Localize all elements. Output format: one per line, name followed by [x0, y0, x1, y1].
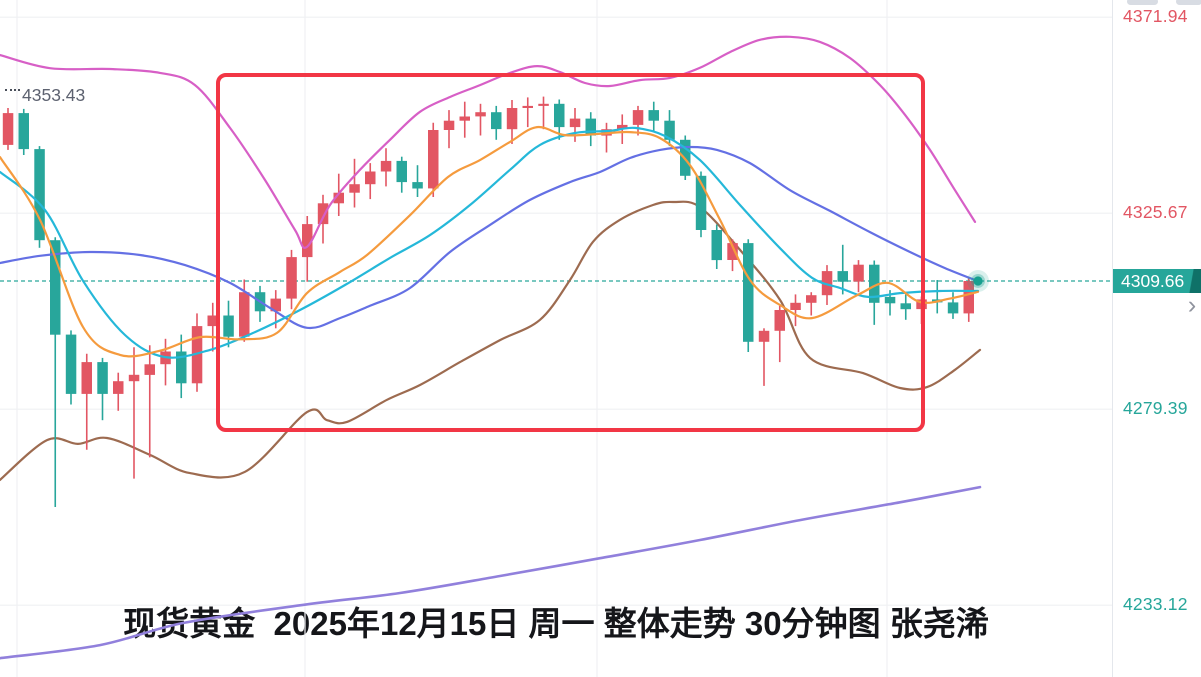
candle-body [491, 112, 502, 130]
axis-price-label: 4233.12 [1123, 594, 1188, 614]
candle-body [900, 303, 911, 310]
candle-body [365, 171, 376, 185]
candle-body [459, 116, 470, 121]
candle-body [428, 130, 439, 189]
candle-body [758, 330, 770, 342]
candle-body [963, 281, 974, 314]
ma-blue [0, 145, 979, 330]
candle-body [191, 326, 203, 384]
candle-body [947, 302, 959, 314]
candle-body [65, 334, 77, 394]
chart-caption: 现货黄金 2025年12月15日 周一 整体走势 30分钟图 张尧浠 [123, 605, 989, 642]
candle-body [286, 257, 297, 299]
candle-body [727, 243, 738, 260]
current-price-label: 4309.66 [1121, 271, 1185, 291]
ma-brown [0, 200, 982, 481]
candle-body [569, 118, 581, 128]
candle-body [333, 192, 344, 204]
session-high-label: 4353.43 [22, 85, 86, 105]
candle-body [223, 315, 234, 337]
candle-body [695, 175, 707, 230]
ma-magenta [0, 35, 977, 249]
candle-body [270, 298, 281, 312]
candle-body [443, 120, 455, 130]
candle-body [806, 295, 817, 303]
candle-body [144, 364, 155, 375]
candle-body [50, 240, 61, 335]
candle-body [743, 243, 754, 342]
current-price-badge: 4309.66 [1113, 269, 1201, 293]
candle-body [585, 118, 596, 136]
candle-body [239, 292, 250, 337]
candle-body [538, 103, 549, 106]
ma-purple-long [0, 485, 982, 660]
candle-body [632, 110, 644, 125]
candle-body [664, 120, 675, 140]
candle-body [554, 103, 565, 128]
candle-body [2, 113, 14, 145]
candle-body [380, 160, 392, 172]
candle-body [81, 362, 92, 394]
candle-body [774, 310, 785, 331]
candle-body [711, 230, 722, 261]
candle-body [617, 124, 628, 130]
candle-body [317, 203, 329, 225]
candle-body [884, 296, 896, 304]
candle-body [349, 184, 360, 193]
top-scrollbar-fragment-icon [1176, 0, 1201, 5]
candle-body [853, 264, 864, 282]
candle-body [790, 302, 801, 310]
axis-price-label: 4279.39 [1123, 398, 1188, 418]
axis-collapse-chevron[interactable]: › [1187, 291, 1197, 319]
annotation-rectangle[interactable] [216, 73, 925, 432]
candle-body [821, 271, 833, 296]
last-price-dot-icon [973, 276, 983, 286]
candle-body [522, 105, 533, 108]
candle-body [396, 160, 407, 183]
candle-body [475, 112, 486, 117]
candle-body [302, 224, 313, 258]
session-high-dots [5, 89, 20, 91]
axis-price-label: 4325.67 [1123, 202, 1188, 222]
axis-price-label: 4371.94 [1123, 6, 1188, 26]
candle-body [113, 381, 124, 394]
candle-body [506, 108, 518, 130]
candle-body [207, 315, 218, 327]
top-scrollbar-fragment-icon [1127, 0, 1158, 5]
candle-body [837, 271, 848, 282]
candle-body [34, 149, 45, 241]
price-axis[interactable]: 4371.94 4325.67 4279.39 4233.12 4309.66 … [1112, 0, 1201, 677]
candle-body [18, 113, 29, 150]
candle-body [97, 362, 108, 394]
candle-body [869, 264, 880, 303]
ma-cyan [0, 126, 980, 359]
candle-body [176, 351, 187, 384]
ma-orange [0, 125, 980, 358]
candle-body [128, 374, 140, 382]
candle-body [648, 110, 659, 121]
candle-body [412, 182, 423, 189]
